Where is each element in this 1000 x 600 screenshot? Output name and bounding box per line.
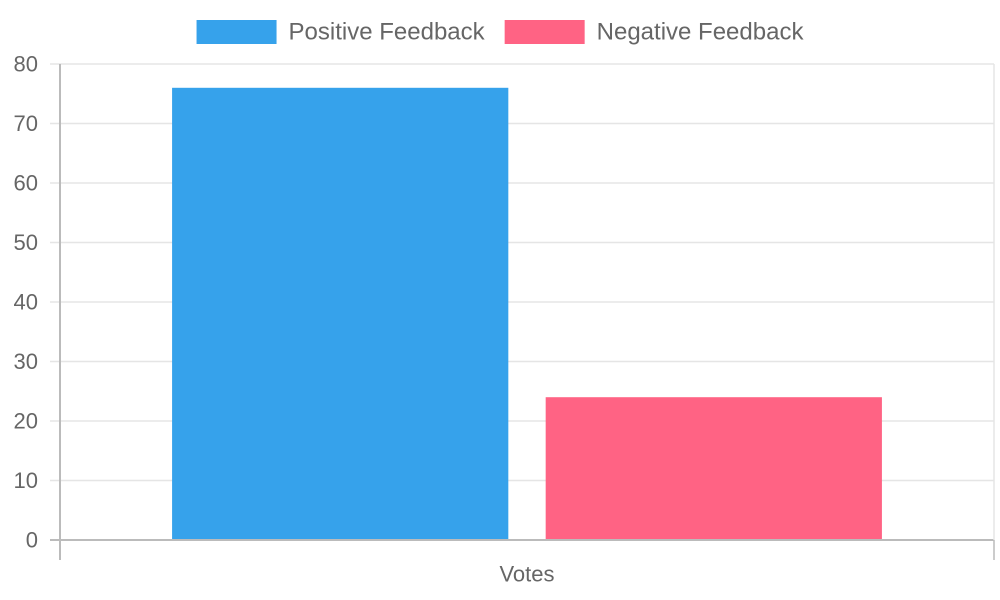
y-tick-label-2: 20 [14, 409, 38, 434]
bar-1-0[interactable] [545, 397, 882, 540]
bar-0-0[interactable] [172, 87, 509, 541]
y-tick-label-5: 50 [14, 230, 38, 255]
y-tick-label-4: 40 [14, 290, 38, 315]
y-tick-label-0: 0 [26, 528, 38, 553]
y-tick-label-8: 80 [14, 52, 38, 77]
axes [50, 64, 995, 560]
bars [172, 87, 882, 541]
y-tick-label-7: 70 [14, 111, 38, 136]
legend-swatch-0 [196, 20, 277, 44]
y-tick-label-6: 60 [14, 171, 38, 196]
legend-swatch-1 [504, 20, 585, 44]
legend-item-0[interactable]: Positive Feedback [196, 19, 486, 46]
legend-label-1: Negative Feedback [597, 19, 805, 46]
legend-item-1[interactable]: Negative Feedback [504, 19, 805, 46]
legend: Positive Feedback Negative Feedback [196, 19, 805, 46]
x-axis-ticks: Votes [499, 562, 554, 587]
y-tick-label-3: 30 [14, 349, 38, 374]
y-tick-label-1: 10 [14, 468, 38, 493]
legend-label-0: Positive Feedback [289, 19, 486, 46]
x-tick-label-0: Votes [499, 562, 554, 587]
y-axis-ticks: 0 10 20 30 40 50 60 70 80 [14, 52, 38, 553]
